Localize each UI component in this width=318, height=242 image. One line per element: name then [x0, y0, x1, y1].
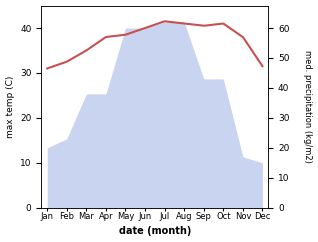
Y-axis label: med. precipitation (kg/m2): med. precipitation (kg/m2) — [303, 50, 313, 163]
X-axis label: date (month): date (month) — [119, 227, 191, 236]
Y-axis label: max temp (C): max temp (C) — [5, 76, 15, 138]
